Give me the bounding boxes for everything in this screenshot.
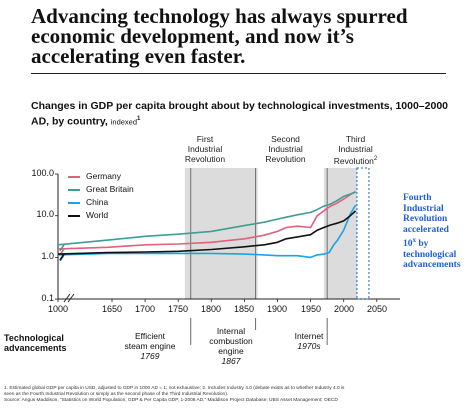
x-tick-label: 1000 <box>47 304 69 314</box>
legend-label: Germany <box>86 171 121 181</box>
shaded-period-1 <box>184 168 258 299</box>
callout-factor: 10 <box>403 239 413 250</box>
revolution-text: First Industrial Revolution <box>184 134 226 164</box>
legend-item-germany: Germany <box>68 170 134 183</box>
chart-subtitle: Changes in GDP per capita brought about … <box>31 100 451 129</box>
y-tick-label: 1.0 <box>41 251 54 261</box>
advancement-text: Internet <box>294 331 324 341</box>
series-line-germany <box>57 190 357 250</box>
callout-line: accelerated <box>403 224 449 235</box>
callout-factor-sup: x <box>412 236 417 244</box>
subtitle-main: Changes in GDP per capita brought about … <box>31 100 449 128</box>
series-line-world <box>57 210 357 255</box>
advancement-text: Efficient <box>134 331 166 341</box>
revolution-text: Third Industrial Revolution <box>333 134 374 166</box>
series-line-china <box>57 204 357 259</box>
revolution-footnote-marker: 2 <box>373 156 378 162</box>
legend-label: World <box>86 210 109 220</box>
advancement-text: combustion <box>209 336 253 346</box>
advancement-internet: Internet 1970s <box>282 331 336 351</box>
x-tick-label: 1950 <box>300 304 322 314</box>
legend-swatch <box>68 175 80 178</box>
chart-legend: Germany Great Britain China World <box>68 170 134 222</box>
footnote-line: 1. Estimated global GDP per capita in US… <box>4 386 345 391</box>
series-line-great-britain <box>57 191 356 246</box>
legend-swatch <box>68 201 80 204</box>
fourth-revolution-callout: Fourth Industrial Revolution accelerated… <box>403 193 469 271</box>
fourth-revolution-box <box>356 167 370 300</box>
y-tick-label: 10.0 <box>36 209 54 219</box>
advancement-year: 1769 <box>140 351 160 361</box>
legend-item-great-britain: Great Britain <box>68 183 134 196</box>
legend-item-china: China <box>68 196 134 209</box>
callout-by: by <box>418 239 429 250</box>
subtitle-footnote-marker: 1 <box>137 116 141 122</box>
headline-rule <box>31 73 446 74</box>
x-tick-label: 1650 <box>101 304 123 314</box>
legend-swatch <box>68 214 80 217</box>
x-tick-label: 1750 <box>167 304 189 314</box>
x-axis-break <box>63 293 75 303</box>
x-tick-label: 1800 <box>200 304 222 314</box>
advancement-combustion-engine: Internal combustion engine 1867 <box>200 326 262 366</box>
revolution-label-third: Third Industrial Revolution2 <box>328 134 383 166</box>
legend-label: Great Britain <box>86 184 134 194</box>
x-tick-label: 1700 <box>134 304 156 314</box>
callout-line: Industrial <box>403 203 444 214</box>
label-line: advancements <box>4 343 67 353</box>
shaded-period-2 <box>323 168 357 299</box>
revolution-label-second: Second Industrial Revolution <box>258 134 313 164</box>
footnote-line: seen as the Fourth Industrial Revolution… <box>4 392 229 397</box>
advancement-year: 1867 <box>221 356 241 366</box>
subtitle-qualifier: indexed <box>110 117 138 127</box>
revolution-text: Second Industrial Revolution <box>265 134 306 164</box>
headline: Advancing technology has always spurred … <box>31 4 408 68</box>
series-lead-in <box>59 253 65 261</box>
y-tick-label: 100.0 <box>31 168 54 178</box>
advancement-text: steam engine <box>124 341 176 351</box>
footnote: 1. Estimated global GDP per capita in US… <box>4 386 466 404</box>
label-line: Technological <box>4 333 64 343</box>
x-tick-label: 2000 <box>333 304 355 314</box>
y-tick-label: 0.1 <box>41 293 54 303</box>
x-tick-label: 2050 <box>366 304 388 314</box>
x-tick-label: 1850 <box>233 304 255 314</box>
advancement-text: Internal <box>216 326 246 336</box>
legend-swatch <box>68 188 80 191</box>
legend-item-world: World <box>68 209 134 222</box>
callout-line: Revolution <box>403 214 448 224</box>
advancement-year: 1970s <box>297 341 321 351</box>
callout-line: Fourth <box>403 193 432 203</box>
callout-line: technological <box>403 249 457 260</box>
callout-line: 10x by <box>403 235 469 250</box>
series-lead-in <box>59 244 65 252</box>
advancement-steam-engine: Efficient steam engine 1769 <box>120 331 180 361</box>
technological-advancements-label: Technological advancements <box>4 333 67 353</box>
revolution-label-first: First Industrial Revolution <box>180 134 230 164</box>
footnote-line: Source: Angus Maddison, “Statistics on W… <box>4 398 338 403</box>
advancement-text: engine <box>218 346 244 356</box>
callout-line: advancements <box>403 260 461 271</box>
legend-label: China <box>86 197 109 207</box>
x-tick-label: 1900 <box>266 304 288 314</box>
